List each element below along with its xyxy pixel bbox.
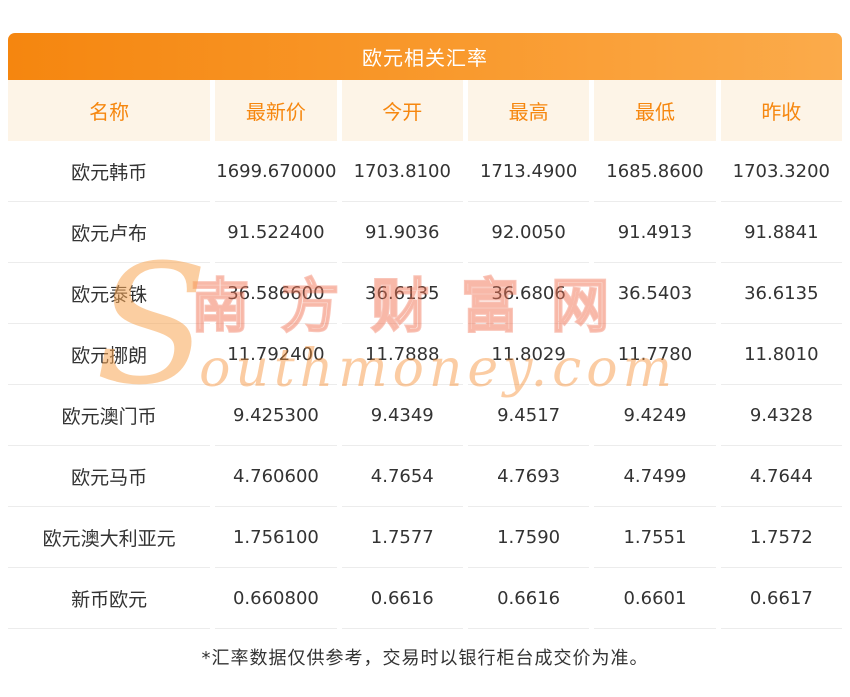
- header-low: 最低: [594, 80, 716, 141]
- latest-price-cell: 9.425300: [215, 385, 337, 446]
- latest-price-cell: 1.756100: [215, 507, 337, 568]
- table-row: 欧元澳大利亚元 1.756100 1.7577 1.7590 1.7551 1.…: [8, 507, 842, 568]
- header-latest-price: 最新价: [215, 80, 337, 141]
- high-cell: 92.0050: [467, 202, 590, 263]
- table-title-bar: 欧元相关汇率: [8, 33, 842, 80]
- pair-name-cell: 欧元澳门币: [8, 385, 211, 446]
- low-cell: 1.7551: [594, 507, 716, 568]
- open-cell: 1703.8100: [341, 141, 463, 202]
- high-cell: 11.8029: [467, 324, 590, 385]
- prev-close-cell: 0.6617: [720, 568, 842, 629]
- table-row: 欧元韩币 1699.670000 1703.8100 1713.4900 168…: [8, 141, 842, 202]
- low-cell: 4.7499: [594, 446, 716, 507]
- table-row: 欧元卢布 91.522400 91.9036 92.0050 91.4913 9…: [8, 202, 842, 263]
- table-row: 欧元挪朗 11.792400 11.7888 11.8029 11.7780 1…: [8, 324, 842, 385]
- table-row: 欧元澳门币 9.425300 9.4349 9.4517 9.4249 9.43…: [8, 385, 842, 446]
- pair-name-cell: 新币欧元: [8, 568, 211, 629]
- latest-price-cell: 91.522400: [215, 202, 337, 263]
- pair-name-cell: 欧元马币: [8, 446, 211, 507]
- header-row: 名称 最新价 今开 最高 最低 昨收: [8, 80, 842, 141]
- low-cell: 36.5403: [594, 263, 716, 324]
- pair-name-cell: 欧元泰铢: [8, 263, 211, 324]
- rates-table-wrap: 名称 最新价 今开 最高 最低 昨收 欧元韩币 1699.670000 1703…: [8, 80, 842, 629]
- prev-close-cell: 1.7572: [720, 507, 842, 568]
- low-cell: 9.4249: [594, 385, 716, 446]
- latest-price-cell: 0.660800: [215, 568, 337, 629]
- table-row: 欧元马币 4.760600 4.7654 4.7693 4.7499 4.764…: [8, 446, 842, 507]
- open-cell: 91.9036: [341, 202, 463, 263]
- page-title: 欧元相关汇率: [362, 46, 488, 70]
- disclaimer-text: *汇率数据仅供参考，交易时以银行柜台成交价为准。: [201, 648, 649, 669]
- latest-price-cell: 1699.670000: [215, 141, 337, 202]
- low-cell: 1685.8600: [594, 141, 716, 202]
- high-cell: 1713.4900: [467, 141, 590, 202]
- pair-name-cell: 欧元挪朗: [8, 324, 211, 385]
- latest-price-cell: 11.792400: [215, 324, 337, 385]
- open-cell: 36.6135: [341, 263, 463, 324]
- table-row: 欧元泰铢 36.586600 36.6135 36.6806 36.5403 3…: [8, 263, 842, 324]
- open-cell: 9.4349: [341, 385, 463, 446]
- header-open: 今开: [341, 80, 463, 141]
- header-name: 名称: [8, 80, 211, 141]
- prev-close-cell: 36.6135: [720, 263, 842, 324]
- high-cell: 1.7590: [467, 507, 590, 568]
- header-high: 最高: [467, 80, 590, 141]
- high-cell: 36.6806: [467, 263, 590, 324]
- low-cell: 91.4913: [594, 202, 716, 263]
- open-cell: 4.7654: [341, 446, 463, 507]
- pair-name-cell: 欧元澳大利亚元: [8, 507, 211, 568]
- latest-price-cell: 4.760600: [215, 446, 337, 507]
- euro-rates-page: 欧元相关汇率 名称 最新价 今开 最高 最低 昨收 欧元韩币 1699.6: [8, 33, 842, 669]
- prev-close-cell: 9.4328: [720, 385, 842, 446]
- low-cell: 0.6601: [594, 568, 716, 629]
- high-cell: 4.7693: [467, 446, 590, 507]
- open-cell: 0.6616: [341, 568, 463, 629]
- low-cell: 11.7780: [594, 324, 716, 385]
- open-cell: 1.7577: [341, 507, 463, 568]
- pair-name-cell: 欧元卢布: [8, 202, 211, 263]
- latest-price-cell: 36.586600: [215, 263, 337, 324]
- high-cell: 9.4517: [467, 385, 590, 446]
- high-cell: 0.6616: [467, 568, 590, 629]
- prev-close-cell: 11.8010: [720, 324, 842, 385]
- table-row: 新币欧元 0.660800 0.6616 0.6616 0.6601 0.661…: [8, 568, 842, 629]
- prev-close-cell: 91.8841: [720, 202, 842, 263]
- prev-close-cell: 4.7644: [720, 446, 842, 507]
- rates-table: 名称 最新价 今开 最高 最低 昨收 欧元韩币 1699.670000 1703…: [3, 80, 847, 629]
- header-prev-close: 昨收: [720, 80, 842, 141]
- pair-name-cell: 欧元韩币: [8, 141, 211, 202]
- open-cell: 11.7888: [341, 324, 463, 385]
- prev-close-cell: 1703.3200: [720, 141, 842, 202]
